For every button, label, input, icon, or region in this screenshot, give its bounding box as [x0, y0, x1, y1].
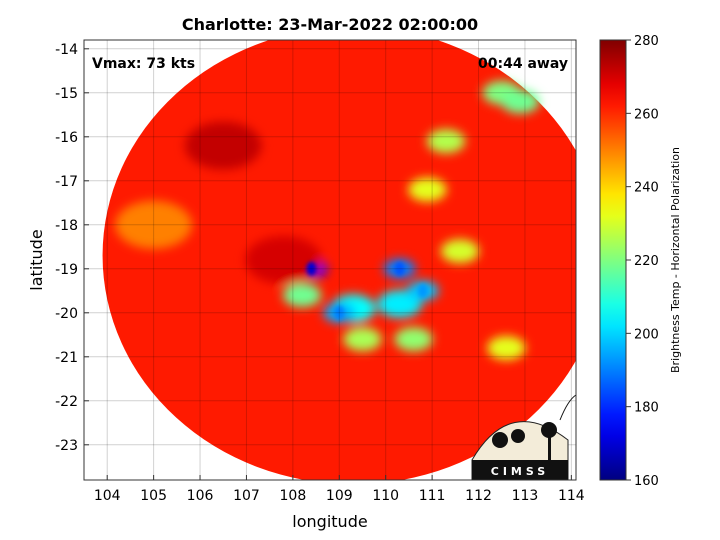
swath-core-0 [306, 261, 317, 276]
colorbar-tick-label: 240 [634, 181, 659, 196]
colorbar-tick-label: 220 [634, 254, 659, 269]
swath-feature-17 [115, 200, 193, 249]
colorbar-tick-label: 180 [634, 401, 659, 416]
logo-dish-2 [511, 429, 525, 443]
y-tick-label: -18 [55, 218, 78, 234]
y-tick-label: -14 [55, 42, 78, 58]
colorbar-tick-label: 200 [634, 327, 659, 342]
swath-cores [306, 261, 428, 320]
swath-feature-11 [426, 129, 466, 154]
y-tick-labels: -14 -15 -16 -17 -18 -19 -20 -21 -22 -23 [55, 42, 78, 454]
y-tick-label: -23 [55, 438, 78, 454]
swath-feature-16 [245, 236, 322, 284]
logo-trace [559, 394, 577, 421]
x-tick-label: 109 [326, 488, 353, 504]
x-tick-label: 110 [372, 488, 399, 504]
y-tick-label: -20 [55, 306, 78, 322]
colorbar-ticks: 280 260 240 220 200 180 160 [626, 34, 659, 489]
x-tick-label: 105 [140, 488, 167, 504]
colorbar: 280 260 240 220 200 180 160 Brightness Temp - … [599, 34, 682, 489]
swath-feature-15 [184, 121, 262, 170]
x-tick-label: 114 [558, 488, 585, 504]
swath-feature-7 [343, 327, 382, 352]
logo-tank [541, 422, 557, 438]
swath-feature-14 [487, 336, 526, 360]
swath-feature-8 [282, 283, 322, 308]
plot-area: CIMSS 104 105 106 107 108 109 110 111 112 113 114 … [55, 39, 585, 504]
swath-core-2 [394, 261, 405, 276]
y-tick-label: -16 [55, 130, 78, 146]
colorbar-fill [599, 39, 627, 481]
y-tick-label: -17 [55, 174, 78, 190]
colorbar-tick-label: 160 [634, 474, 659, 489]
y-axis-label: latitude [27, 229, 46, 290]
swath-feature-12 [408, 177, 447, 202]
swath-core-1 [334, 305, 345, 320]
colorbar-tick-label: 260 [634, 107, 659, 122]
x-axis-label: longitude [292, 512, 367, 531]
x-tick-labels: 104 105 106 107 108 109 110 111 112 113 114 [94, 488, 585, 504]
grid-layer [84, 40, 576, 480]
logo-text: CIMSS [491, 465, 549, 478]
chart-title: Charlotte: 23-Mar-2022 02:00:00 [182, 15, 478, 34]
vmax-annotation: Vmax: 73 kts [92, 56, 195, 72]
y-tick-label: -15 [55, 86, 78, 102]
y-tick-label: -21 [55, 350, 78, 366]
swath-feature-13 [440, 239, 480, 264]
x-tick-label: 112 [465, 488, 492, 504]
logo-band [472, 460, 568, 480]
time-away-annotation: 00:44 away [478, 56, 568, 72]
swath-layer [102, 40, 576, 480]
colorbar-tick-label: 280 [634, 34, 659, 49]
x-tick-label: 107 [233, 488, 260, 504]
x-tick-label: 104 [94, 488, 121, 504]
cimss-logo: CIMSS [471, 394, 577, 481]
x-tick-label: 111 [419, 488, 446, 504]
x-tick-label: 113 [512, 488, 539, 504]
swath-core-3 [417, 283, 428, 298]
y-tick-label: -22 [55, 394, 78, 410]
swath-feature-10 [501, 89, 540, 114]
swath-feature-6 [394, 327, 433, 352]
logo-tower [548, 436, 551, 460]
swath-features [115, 80, 540, 360]
y-tick-label: -19 [55, 262, 78, 278]
plot-frame [83, 39, 577, 481]
colorbar-label: Brightness Temp - Horizontal Polarizatio… [669, 147, 682, 373]
logo-dish-1 [492, 432, 508, 448]
x-tick-label: 108 [280, 488, 307, 504]
x-tick-label: 106 [187, 488, 214, 504]
